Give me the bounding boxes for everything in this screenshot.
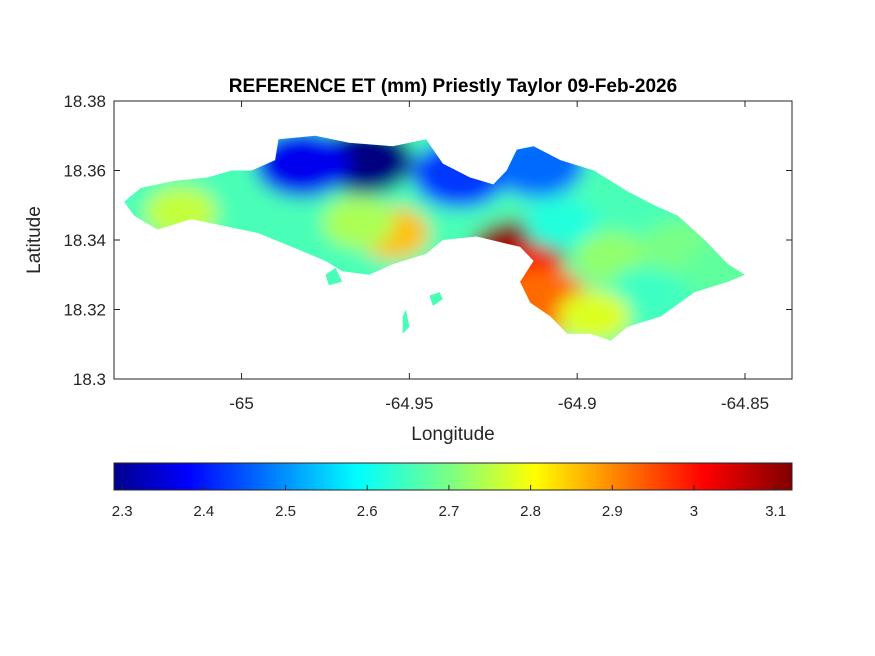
y-tick-label: 18.38 [63, 92, 106, 111]
colorbar-ticks: 2.3 2.4 2.5 2.6 2.7 2.8 2.9 3 3.1 [112, 485, 786, 520]
colorbar-tick-label: 2.7 [438, 503, 459, 520]
y-axis-label: Latitude [24, 206, 45, 274]
y-tick-label: 18.34 [63, 231, 106, 250]
y-tick-label: 18.36 [63, 162, 106, 181]
heat-cell-1 [254, 135, 350, 198]
chart-title: REFERENCE ET (mm) Priestly Taylor 09-Feb… [229, 76, 677, 97]
y-tick-label: 18.3 [73, 370, 106, 389]
colorbar [113, 462, 793, 491]
heat-cell-11 [524, 196, 597, 249]
colorbar-tick-label: 2.9 [602, 503, 623, 520]
x-tick-label: -65 [229, 394, 254, 413]
colorbar-tick-label: 2.6 [357, 503, 378, 520]
x-axis-ticks: -65 -64.95 -64.9 -64.85 [229, 101, 769, 413]
colorbar-tick-label: 2.5 [275, 503, 296, 520]
colorbar-tick-label: 2.3 [112, 503, 133, 520]
colorbar-tick-label: 2.4 [193, 503, 214, 520]
heat-cell-16 [557, 290, 631, 341]
y-axis-ticks: 18.38 18.36 18.34 18.32 18.3 [63, 92, 792, 389]
x-tick-label: -64.85 [721, 394, 769, 413]
colorbar-tick-label: 3 [690, 503, 698, 520]
x-tick-label: -64.9 [558, 394, 597, 413]
x-tick-label: -64.95 [385, 394, 433, 413]
colorbar-tick-label: 3.1 [765, 503, 786, 520]
colorbar-tick-label: 2.8 [520, 503, 541, 520]
y-tick-label: 18.32 [63, 301, 106, 320]
heat-cell-7 [322, 196, 396, 249]
x-axis-label: Longitude [411, 424, 494, 445]
